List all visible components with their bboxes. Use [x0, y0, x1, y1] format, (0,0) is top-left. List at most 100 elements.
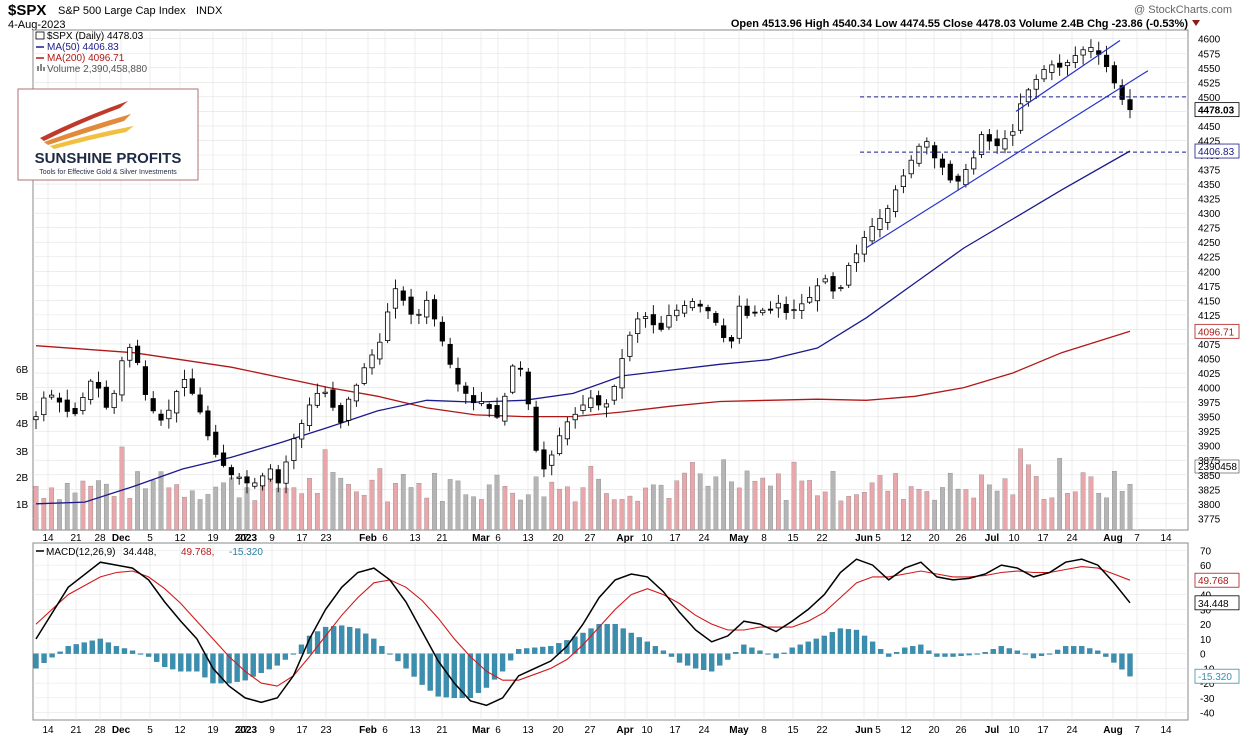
volume-bar — [111, 496, 117, 531]
candle-body — [103, 386, 109, 408]
candle-body — [752, 311, 758, 314]
price-tick-label: 4300 — [1198, 209, 1221, 220]
volume-bar — [1065, 493, 1070, 531]
macd-tick-label: -20 — [1200, 679, 1215, 690]
candle-body — [760, 309, 766, 314]
candle-body — [408, 296, 414, 315]
volume-bar — [1088, 476, 1094, 531]
macd-hist-bar — [234, 653, 240, 682]
macd-hist-bar — [797, 644, 803, 654]
volume-bar — [463, 494, 469, 531]
candle-body — [470, 395, 477, 404]
candle-body — [158, 413, 164, 421]
macd-hist-bar — [765, 653, 771, 655]
candle-body — [142, 366, 148, 395]
x-tick-label: 15 — [787, 533, 799, 544]
volume-bar — [41, 498, 47, 531]
candle-body — [1088, 47, 1094, 52]
volume-tick-label: 1B — [16, 500, 29, 511]
candle-body — [517, 367, 524, 370]
candle-body — [205, 410, 211, 437]
macd-x-tick-label: 17 — [669, 725, 681, 736]
volume-bar — [471, 496, 476, 531]
macd-hist-bar — [805, 641, 811, 654]
legend-price: $SPX (Daily) 4478.03 — [47, 31, 144, 42]
volume-bar — [291, 487, 297, 531]
macd-hist-bar — [33, 653, 39, 669]
candle-body — [627, 334, 633, 357]
macd-x-tick-label: 14 — [1160, 725, 1172, 736]
volume-bar — [838, 500, 844, 531]
candle-body — [353, 384, 359, 402]
macd-hist-bar — [419, 653, 425, 685]
macd-signal-last-label: 49.768 — [1198, 576, 1229, 587]
macd-hist-last-label: -15.320 — [1198, 672, 1232, 683]
macd-hist-bar — [821, 635, 827, 654]
candle-body — [228, 467, 234, 476]
macd-hist-bar — [1103, 653, 1109, 657]
x-tick-label: 9 — [269, 533, 275, 544]
x-tick-label: 7 — [1134, 533, 1140, 544]
macd-hist-bar — [1030, 653, 1037, 659]
volume-bar — [424, 497, 430, 531]
candle-body — [150, 398, 156, 412]
macd-hist-bar — [789, 647, 795, 654]
macd-x-tick-label: 13 — [522, 725, 534, 736]
candle-body — [666, 315, 672, 328]
macd-hist-bar — [137, 653, 144, 655]
candle-body — [510, 365, 516, 393]
price-tick-label: 4350 — [1198, 180, 1221, 191]
volume-bar — [736, 487, 742, 531]
macd-hist-bar — [733, 652, 739, 654]
volume-bar — [658, 484, 664, 531]
macd-hist-bar — [282, 653, 289, 660]
price-tick-label: 4075 — [1198, 340, 1221, 351]
volume-bar — [627, 495, 633, 531]
macd-hist-bar — [97, 638, 104, 654]
macd-x-tick-label: 17 — [1037, 725, 1049, 736]
ma50-last-label: 4406.83 — [1198, 147, 1235, 158]
macd-hist-bar — [1022, 653, 1029, 655]
volume-tick-label: 6B — [16, 365, 29, 376]
candle-body — [994, 138, 1000, 147]
candle-body — [1072, 55, 1078, 63]
volume-bar — [439, 501, 445, 531]
macd-tick-label: 10 — [1200, 635, 1212, 646]
volume-bar — [557, 488, 562, 531]
volume-bar — [901, 499, 906, 531]
x-tick-label: 21 — [70, 533, 82, 544]
volume-bar — [346, 484, 351, 531]
macd-hist-bar — [250, 653, 256, 677]
candle-body — [697, 303, 703, 307]
price-tick-label: 4025 — [1198, 369, 1221, 380]
macd-x-tick-label: 24 — [698, 725, 710, 736]
candle-body — [689, 301, 696, 309]
candle-body — [181, 379, 188, 389]
volume-bar — [369, 479, 375, 531]
candle-body — [439, 321, 445, 342]
volume-bar — [1104, 497, 1109, 531]
logo-tagline: Tools for Effective Gold & Silver Invest… — [39, 169, 177, 176]
macd-hist-bar — [958, 653, 964, 656]
macd-hist-bar — [330, 626, 337, 654]
candle-body — [853, 253, 860, 264]
macd-x-tick-label: 15 — [787, 725, 799, 736]
macd-hist-bar — [1095, 650, 1101, 654]
candle-body — [400, 290, 406, 301]
price-tick-label: 3975 — [1198, 398, 1221, 409]
macd-panel — [32, 542, 1189, 721]
candle-body — [197, 394, 203, 413]
macd-hist-bar — [427, 653, 433, 691]
candle-body — [900, 175, 906, 188]
candle-body — [330, 389, 336, 408]
volume-bar — [1072, 491, 1078, 531]
macd-hist-bar — [636, 637, 642, 654]
macd-hist-bar — [1038, 653, 1045, 656]
macd-hist-bar — [194, 653, 200, 672]
price-tick-label: 4375 — [1198, 166, 1221, 177]
x-tick-label: 28 — [94, 533, 106, 544]
macd-hist-bar — [395, 653, 401, 662]
price-tick-label: 4500 — [1198, 93, 1221, 104]
candle-body — [80, 397, 86, 411]
candle-body — [345, 398, 352, 421]
